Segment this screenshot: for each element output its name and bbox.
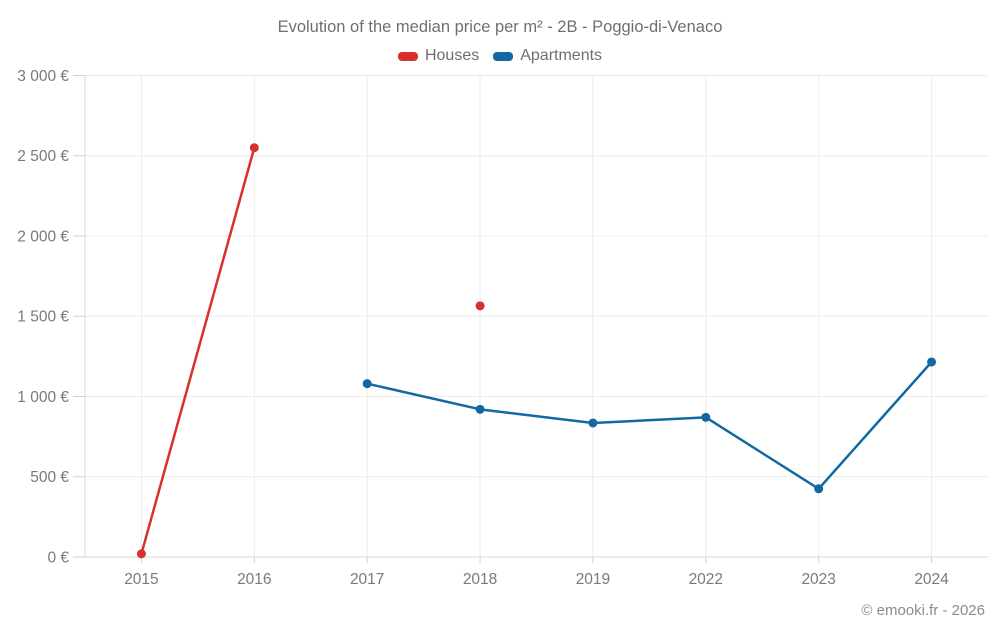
y-tick-label: 500 € — [30, 469, 69, 486]
y-tick-label: 2 000 € — [17, 228, 69, 245]
y-tick-label: 3 000 € — [17, 68, 69, 85]
apartments-legend-swatch-icon — [493, 51, 514, 61]
apartments-line — [365, 360, 933, 491]
x-tick-label-2015: 2015 — [124, 571, 158, 588]
apartments-point-2019[interactable] — [588, 418, 598, 428]
chart-title: Evolution of the median price per m² - 2… — [277, 18, 723, 36]
apartments-point-2018[interactable] — [475, 404, 485, 414]
legend-label-houses: Houses — [424, 47, 480, 64]
apartments-point-2017[interactable] — [362, 379, 372, 389]
x-tick-label-2022: 2022 — [689, 571, 723, 588]
houses-legend-swatch-icon — [397, 51, 418, 61]
x-tick-label-2024: 2024 — [914, 571, 949, 588]
legend-item-houses[interactable]: Houses — [397, 47, 480, 65]
houses-point-2016[interactable] — [249, 143, 259, 153]
houses-point-2015[interactable] — [136, 549, 146, 559]
x-tick-label-2023: 2023 — [801, 571, 835, 588]
y-tick-label: 1 000 € — [17, 389, 69, 406]
y-tick-label: 1 500 € — [17, 309, 69, 326]
apartments-point-2024[interactable] — [927, 357, 937, 367]
houses-line — [140, 146, 256, 556]
legend-item-apartments[interactable]: Apartments — [493, 47, 602, 65]
apartments-point-2023[interactable] — [814, 484, 824, 494]
x-tick-label-2017: 2017 — [350, 571, 384, 588]
legend: Houses Apartments — [0, 47, 1000, 65]
y-tick-label: 2 500 € — [17, 148, 69, 165]
copyright-credit: © emooki.fr - 2026 — [861, 602, 985, 619]
y-tick-label: 0 € — [47, 549, 69, 566]
x-tick-label-2016: 2016 — [237, 571, 271, 588]
houses-point-2018[interactable] — [475, 301, 485, 311]
x-tick-label-2019: 2019 — [576, 571, 610, 588]
x-tick-label-2018: 2018 — [463, 571, 497, 588]
apartments-point-2022[interactable] — [701, 412, 711, 422]
legend-label-apartments: Apartments — [520, 47, 603, 64]
